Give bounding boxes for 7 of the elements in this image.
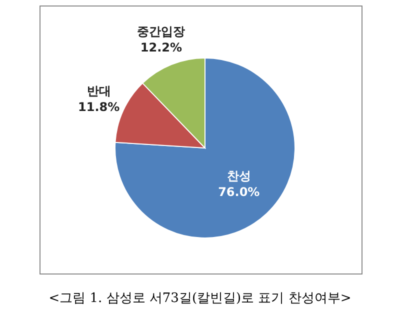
slice-label: 반대 [86,84,111,98]
data-label: 76.0% [218,185,260,200]
data-label: 12.2% [140,40,182,54]
data-label: 11.8% [78,100,120,114]
text: <그림 1. 삼성로 서73길(칼빈길)로 표기 찬성여부> [48,291,352,306]
slice-label: 찬성 [226,169,251,184]
slice-label: 중간입장 [137,24,186,38]
